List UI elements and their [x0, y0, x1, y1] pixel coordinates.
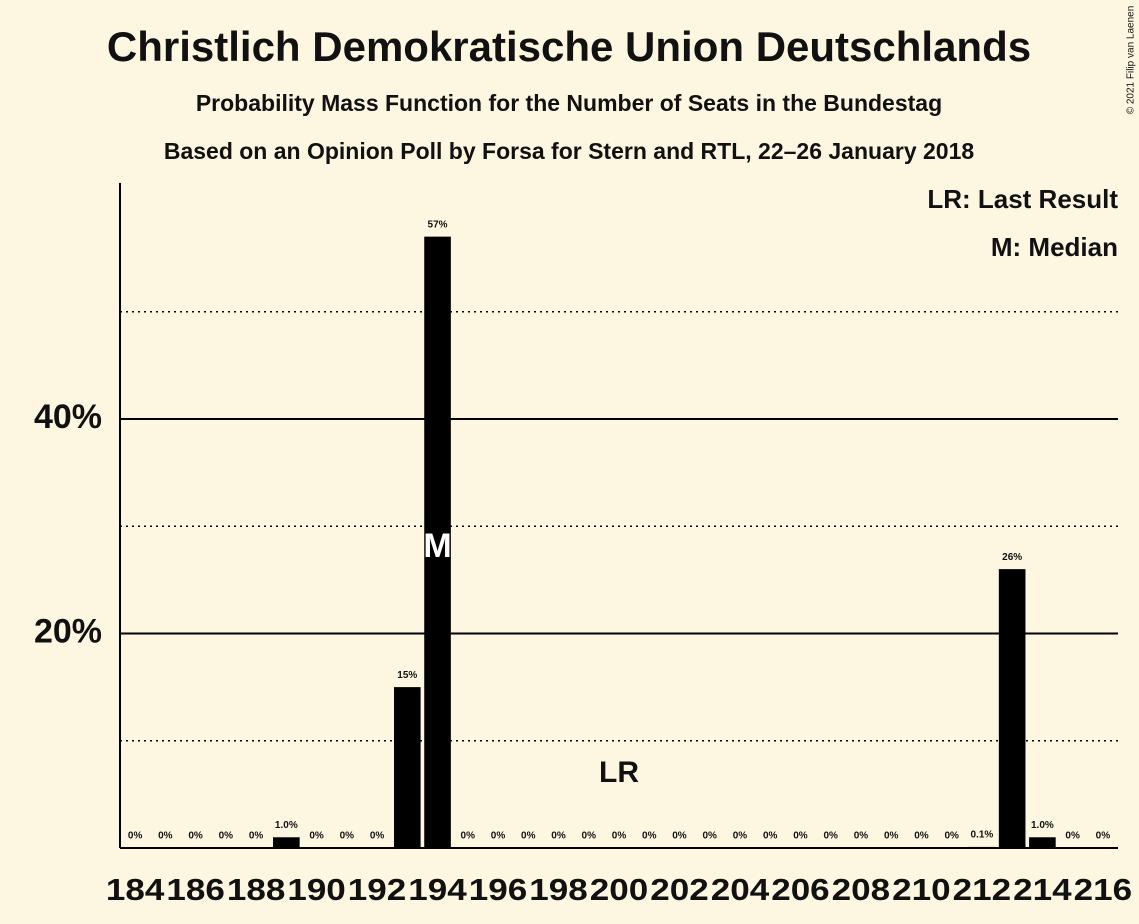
x-tick-label: 184 [106, 872, 165, 907]
value-label: 0% [793, 831, 808, 842]
y-tick-label: 40% [34, 398, 102, 436]
bar [393, 687, 421, 848]
value-label: 0% [219, 831, 234, 842]
value-label: 0% [188, 831, 203, 842]
bar [1029, 837, 1056, 848]
value-label: 0% [551, 831, 566, 842]
chart-title: Christlich Demokratische Union Deutschla… [107, 23, 1031, 70]
value-label: 26% [1002, 552, 1022, 563]
value-label: 0% [823, 831, 838, 842]
y-tick-label: 20% [34, 612, 102, 650]
median-marker: M [423, 527, 451, 565]
x-tick-label: 188 [227, 872, 285, 907]
x-tick-label: 214 [1013, 872, 1072, 907]
x-tick-label: 198 [529, 872, 587, 907]
last-result-marker: LR [599, 756, 639, 789]
value-label: 15% [397, 670, 417, 681]
value-label: 0% [309, 831, 324, 842]
chart-subtitle: Based on an Opinion Poll by Forsa for St… [164, 138, 975, 164]
value-label: 0% [158, 831, 173, 842]
bar [273, 837, 300, 848]
copyright: © 2021 Filip van Laenen [1126, 6, 1137, 115]
bar [968, 846, 996, 848]
x-tick-label: 210 [892, 872, 950, 907]
x-tick-label: 212 [953, 872, 1011, 907]
value-label: 0% [703, 831, 718, 842]
value-label: 0% [854, 831, 869, 842]
value-label: 0% [1065, 831, 1080, 842]
value-label: 1.0% [275, 820, 298, 831]
x-tick-label: 204 [711, 872, 770, 907]
x-tick-label: 194 [408, 872, 467, 907]
value-label: 0% [642, 831, 657, 842]
x-tick-label: 192 [348, 872, 406, 907]
value-label: 0% [672, 831, 687, 842]
x-tick-label: 190 [287, 872, 345, 907]
value-label: 0% [340, 831, 355, 842]
x-tick-label: 200 [590, 872, 648, 907]
value-label: 0% [461, 831, 476, 842]
value-label: 1.0% [1031, 820, 1054, 831]
x-tick-label: 202 [650, 872, 708, 907]
value-label: 0% [944, 831, 959, 842]
x-tick-label: 186 [166, 872, 224, 907]
x-tick-label: 216 [1074, 872, 1132, 907]
value-label: 0.1% [971, 830, 994, 841]
value-label: 0% [521, 831, 536, 842]
value-label: 0% [582, 831, 597, 842]
value-label: 0% [1096, 831, 1111, 842]
value-label: 57% [428, 219, 448, 230]
bar [424, 236, 451, 848]
value-label: 0% [612, 831, 627, 842]
value-label: 0% [733, 831, 748, 842]
chart-subtitle: Probability Mass Function for the Number… [196, 90, 942, 116]
value-label: 0% [914, 831, 929, 842]
value-label: 0% [763, 831, 778, 842]
value-label: 0% [370, 831, 385, 842]
legend-entry: M: Median [991, 232, 1118, 262]
legend-entry: LR: Last Result [927, 184, 1118, 214]
value-label: 0% [249, 831, 264, 842]
x-tick-label: 206 [771, 872, 829, 907]
value-label: 0% [884, 831, 899, 842]
value-label: 0% [491, 831, 506, 842]
x-tick-label: 208 [832, 872, 890, 907]
value-label: 0% [128, 831, 143, 842]
bar [998, 569, 1026, 848]
x-tick-label: 196 [469, 872, 527, 907]
